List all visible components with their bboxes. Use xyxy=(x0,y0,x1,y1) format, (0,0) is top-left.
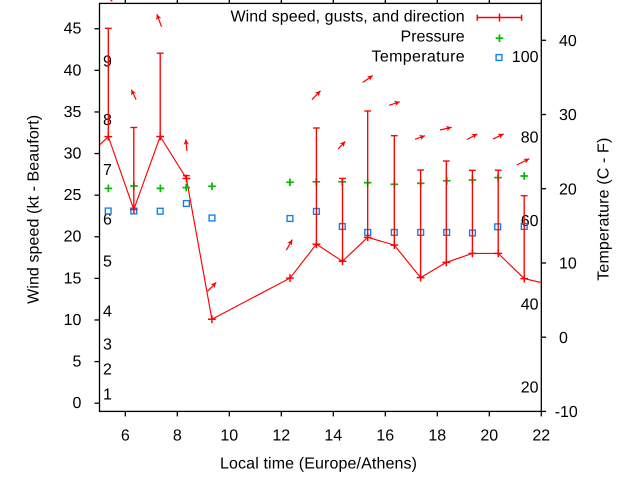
svg-text:15: 15 xyxy=(64,270,82,287)
svg-text:16: 16 xyxy=(376,427,394,444)
svg-text:8: 8 xyxy=(173,427,182,444)
svg-text:1: 1 xyxy=(103,387,112,404)
svg-text:60: 60 xyxy=(521,213,539,230)
svg-text:22: 22 xyxy=(532,427,550,444)
svg-text:30: 30 xyxy=(559,107,577,124)
svg-text:9: 9 xyxy=(103,54,112,71)
svg-text:5: 5 xyxy=(72,354,81,371)
svg-text:5: 5 xyxy=(103,253,112,270)
svg-text:10: 10 xyxy=(64,312,82,329)
svg-text:4: 4 xyxy=(103,303,112,320)
svg-text:6: 6 xyxy=(103,212,112,229)
svg-text:10: 10 xyxy=(559,256,577,273)
svg-text:12: 12 xyxy=(272,427,290,444)
svg-text:45: 45 xyxy=(64,21,82,38)
svg-text:0: 0 xyxy=(72,395,81,412)
svg-text:Temperature (C - F): Temperature (C - F) xyxy=(595,138,612,281)
svg-text:10: 10 xyxy=(220,427,238,444)
svg-text:18: 18 xyxy=(428,427,446,444)
svg-text:100: 100 xyxy=(512,49,539,66)
svg-text:3: 3 xyxy=(103,337,112,354)
svg-text:20: 20 xyxy=(480,427,498,444)
svg-text:Pressure: Pressure xyxy=(401,29,465,46)
svg-text:40: 40 xyxy=(64,62,82,79)
svg-text:Local time (Europe/Athens): Local time (Europe/Athens) xyxy=(220,456,417,473)
svg-text:Wind speed (kt - Beaufort): Wind speed (kt - Beaufort) xyxy=(25,115,42,304)
svg-text:Wind speed, gusts, and directi: Wind speed, gusts, and direction xyxy=(231,9,465,26)
svg-text:7: 7 xyxy=(103,162,112,179)
svg-text:8: 8 xyxy=(103,112,112,129)
svg-text:-10: -10 xyxy=(555,404,578,421)
svg-text:Temperature: Temperature xyxy=(372,49,465,66)
svg-text:80: 80 xyxy=(521,129,539,146)
svg-text:14: 14 xyxy=(324,427,342,444)
svg-text:2: 2 xyxy=(103,362,112,379)
svg-text:40: 40 xyxy=(559,33,577,50)
svg-text:0: 0 xyxy=(559,330,568,347)
svg-text:20: 20 xyxy=(521,380,539,397)
svg-text:20: 20 xyxy=(64,229,82,246)
svg-text:30: 30 xyxy=(64,146,82,163)
svg-text:20: 20 xyxy=(559,181,577,198)
svg-text:6: 6 xyxy=(121,427,130,444)
svg-text:40: 40 xyxy=(521,297,539,314)
svg-text:25: 25 xyxy=(64,187,82,204)
svg-text:35: 35 xyxy=(64,104,82,121)
